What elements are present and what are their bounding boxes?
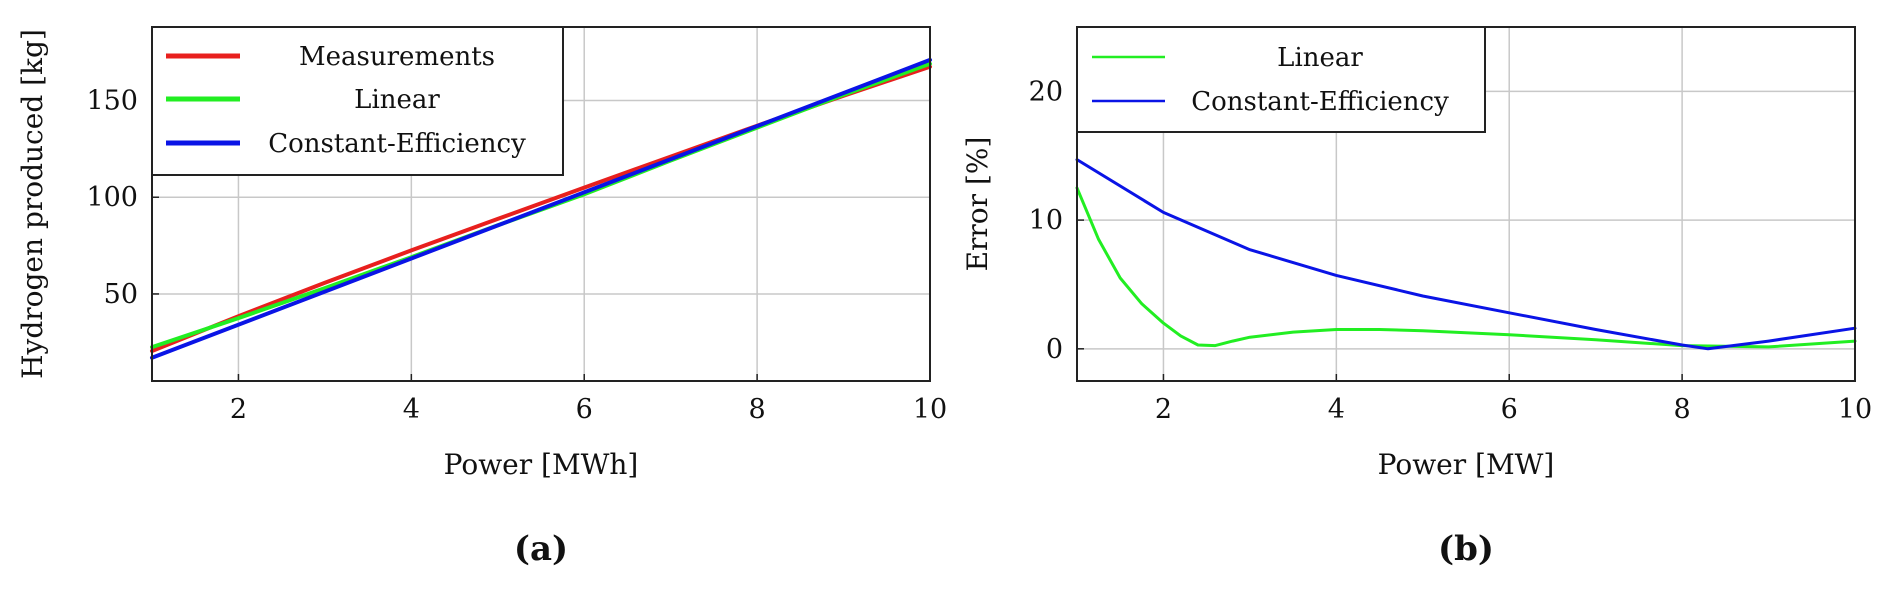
panel-a-x-tick-label-4: 4: [403, 394, 420, 425]
panel-b-x-tick-label-4: 4: [1328, 394, 1345, 425]
panel-b-y-tick-label-20: 20: [1029, 76, 1063, 107]
panel-b-legend: Linear Constant-Efficiency: [1076, 26, 1486, 133]
panel-b-x-tick-label-2: 2: [1155, 394, 1172, 425]
panel-a-legend: Measurements Linear Constant-Efficiency: [151, 26, 564, 176]
panel-b-legend-label-constant-efficiency: Constant-Efficiency: [1191, 87, 1449, 117]
panel-a-series-constant-efficiency-line: [150, 57, 932, 360]
panel-b-x-tick-label-8: 8: [1674, 394, 1691, 425]
panel-a-y-tick-label-150: 150: [86, 86, 138, 117]
panel-a-y-tick-label-100: 100: [86, 182, 138, 213]
panel-b: 2 4 6 8 10 0 10 20 Power [MW] Error [%] Linear …: [961, 26, 1873, 569]
panel-a-tick-labels: 2 4 6 8 10 50 100 150: [86, 86, 947, 425]
panel-a-y-axis-label: Hydrogen produced [kg]: [16, 29, 49, 379]
panel-a-x-tick-label-10: 10: [913, 394, 947, 425]
panel-a-caption: (a): [514, 529, 568, 569]
panel-a-legend-label-linear: Linear: [354, 85, 440, 115]
panel-a-x-tick-label-2: 2: [230, 394, 247, 425]
panel-b-x-tick-label-10: 10: [1838, 394, 1872, 425]
panel-b-x-tick-label-6: 6: [1501, 394, 1518, 425]
panel-b-y-tick-label-0: 0: [1046, 334, 1063, 365]
panel-b-legend-box: [1076, 26, 1486, 133]
panel-b-caption: (b): [1438, 529, 1494, 569]
panel-b-series: [1075, 158, 1857, 351]
panel-a-x-axis-label: Power [MWh]: [444, 448, 639, 481]
panel-a-legend-label-constant-efficiency: Constant-Efficiency: [268, 129, 526, 159]
panel-a-series: [150, 57, 932, 360]
panel-a-legend-label-measurements: Measurements: [299, 42, 495, 72]
panel-b-x-axis-label: Power [MW]: [1378, 448, 1555, 481]
panel-b-y-axis-label: Error [%]: [961, 137, 994, 272]
panel-a-x-tick-label-6: 6: [576, 394, 593, 425]
panel-b-series-linear-line: [1075, 186, 1857, 349]
panel-b-y-tick-label-10: 10: [1029, 205, 1063, 236]
panel-b-tick-labels: 2 4 6 8 10 0 10 20: [1029, 76, 1873, 425]
panel-b-legend-label-linear: Linear: [1277, 43, 1363, 73]
panel-a-x-tick-label-8: 8: [749, 394, 766, 425]
panel-a: 2 4 6 8 10 50 100 150 Power [MWh] Hydrogen prod…: [16, 26, 947, 569]
panel-a-y-tick-label-50: 50: [104, 279, 138, 310]
panel-b-series-constant-efficiency-line: [1075, 158, 1857, 351]
